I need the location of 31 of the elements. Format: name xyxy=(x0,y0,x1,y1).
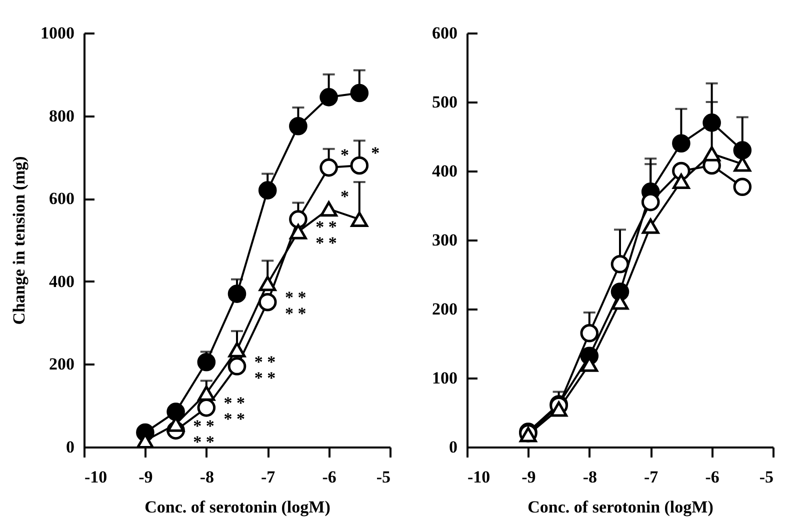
x-tick-label: -9 xyxy=(138,468,153,486)
y-tick-label: 0 xyxy=(66,438,74,456)
y-tick-label: 200 xyxy=(432,300,458,318)
annotation: * xyxy=(340,146,350,165)
y-tick-label: 600 xyxy=(49,189,74,208)
x-tick-label: -5 xyxy=(376,468,390,486)
x-tick-label: -6 xyxy=(322,468,336,486)
y-tick-label: 600 xyxy=(432,24,458,42)
x-tick-label: -9 xyxy=(522,468,536,486)
x-tick-label: -7 xyxy=(644,468,659,486)
x-tick-label: -6 xyxy=(705,468,720,486)
y-tick-label: 800 xyxy=(49,106,74,126)
y-axis-title: Change in tension (mg) xyxy=(10,156,28,325)
x-tick-label: -10 xyxy=(468,468,490,486)
y-tick-label: 400 xyxy=(49,272,74,291)
x-tick-label: -8 xyxy=(200,468,214,486)
x-tick-label: -8 xyxy=(582,468,597,486)
y-tick-label: 0 xyxy=(449,438,458,456)
y-tick-label: 1000 xyxy=(40,24,74,42)
annotation: * xyxy=(340,186,350,206)
x-tick-label: -7 xyxy=(261,468,276,486)
y-tick-label: 300 xyxy=(432,230,458,250)
y-tick-label: 400 xyxy=(432,162,458,180)
y-tick-label: 500 xyxy=(432,92,458,112)
x-tick-label: -10 xyxy=(84,468,108,486)
x-tick-label: -5 xyxy=(759,468,774,486)
x-axis-title: Conc. of serotonin (logM) xyxy=(144,498,330,516)
x-axis-title: Conc. of serotonin (logM) xyxy=(528,498,714,516)
y-tick-label: 200 xyxy=(49,354,74,374)
y-tick-label: 100 xyxy=(432,368,458,388)
annotation: * xyxy=(371,143,380,162)
